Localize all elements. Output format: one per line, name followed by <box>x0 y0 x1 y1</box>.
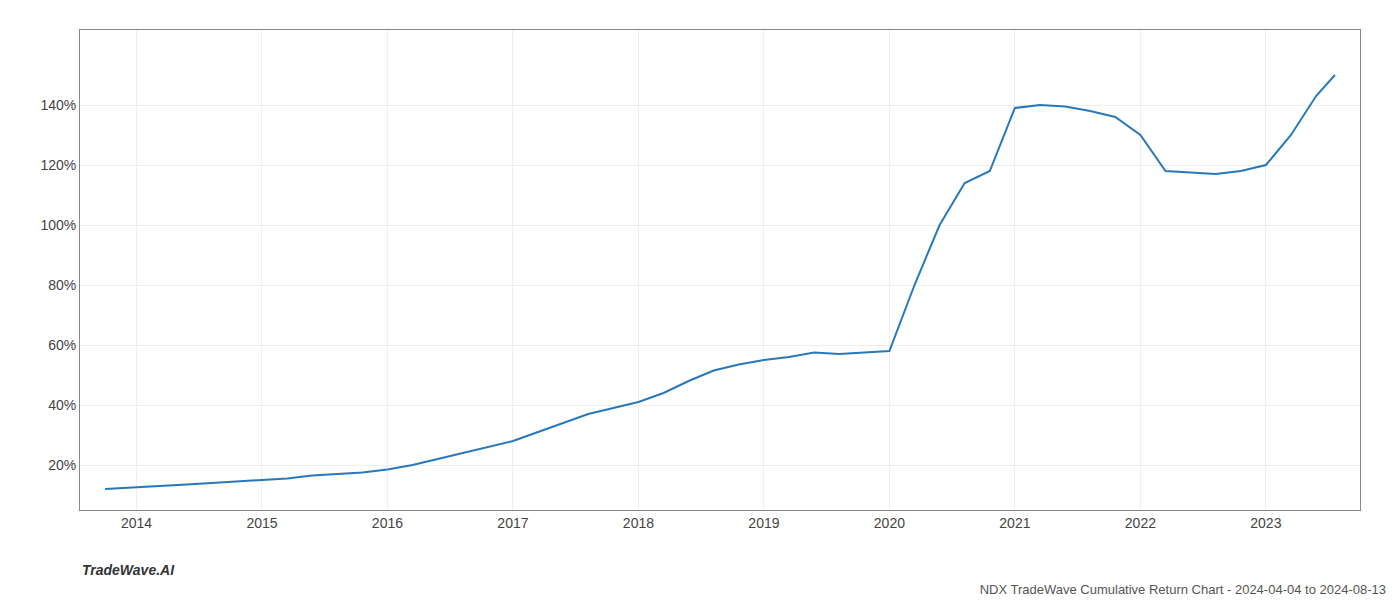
svg-text:2015: 2015 <box>246 515 277 531</box>
svg-text:40%: 40% <box>48 397 76 413</box>
svg-text:2023: 2023 <box>1250 515 1281 531</box>
svg-text:2018: 2018 <box>623 515 654 531</box>
svg-text:20%: 20% <box>48 457 76 473</box>
svg-text:NDX TradeWave Cumulative Retur: NDX TradeWave Cumulative Return Chart - … <box>980 582 1386 597</box>
svg-text:2021: 2021 <box>999 515 1030 531</box>
svg-text:2016: 2016 <box>372 515 403 531</box>
svg-text:2014: 2014 <box>121 515 152 531</box>
svg-text:2019: 2019 <box>748 515 779 531</box>
svg-text:80%: 80% <box>48 277 76 293</box>
svg-text:2017: 2017 <box>497 515 528 531</box>
svg-text:120%: 120% <box>40 157 76 173</box>
svg-text:60%: 60% <box>48 337 76 353</box>
svg-text:2022: 2022 <box>1125 515 1156 531</box>
svg-text:2020: 2020 <box>874 515 905 531</box>
svg-text:140%: 140% <box>40 97 76 113</box>
svg-text:100%: 100% <box>40 217 76 233</box>
svg-text:TradeWave.AI: TradeWave.AI <box>82 562 175 578</box>
